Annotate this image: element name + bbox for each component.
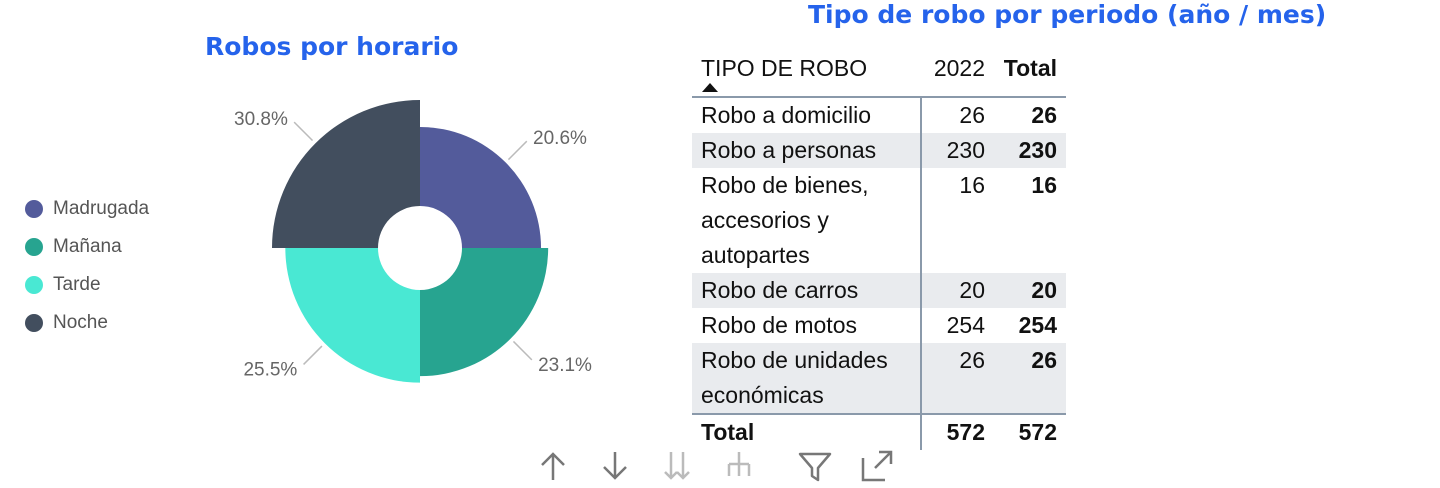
- double-arrow-down-icon[interactable]: [659, 448, 695, 488]
- legend-swatch: [25, 276, 43, 294]
- table-row[interactable]: Robo de unidades económicas 26 26: [692, 343, 1066, 414]
- legend-label: Noche: [53, 312, 108, 333]
- leader-line-manana: [512, 340, 533, 361]
- legend-item-tarde[interactable]: Tarde: [25, 266, 149, 304]
- filter-icon[interactable]: [797, 448, 833, 488]
- legend-label: Tarde: [53, 274, 101, 295]
- pie-label-manana: 23.1%: [538, 355, 592, 376]
- legend-swatch: [25, 314, 43, 332]
- cell-total: 16: [1031, 172, 1057, 198]
- table-total-row: Total 572 572: [692, 413, 1066, 450]
- expand-hierarchy-icon[interactable]: [721, 448, 757, 488]
- header-type[interactable]: TIPO DE ROBO: [692, 40, 921, 97]
- table-row[interactable]: Robo a domicilio 26 26: [692, 97, 1066, 133]
- total-total: 572: [994, 413, 1066, 450]
- cell-year: 26: [920, 343, 994, 414]
- cell-total: 254: [1018, 312, 1057, 338]
- legend-swatch: [25, 200, 43, 218]
- table-row[interactable]: Robo de carros 20 20: [692, 273, 1066, 308]
- pie-slice-manana[interactable]: [420, 248, 549, 377]
- cell-total: 20: [994, 273, 1066, 308]
- table-header-row: TIPO DE ROBO 2022 Total: [692, 40, 1066, 97]
- legend-item-madrugada[interactable]: Madrugada: [25, 190, 149, 228]
- legend-item-manana[interactable]: Mañana: [25, 228, 149, 266]
- total-year: 572: [920, 413, 994, 450]
- legend-item-noche[interactable]: Noche: [25, 304, 149, 342]
- robbery-type-table: TIPO DE ROBO 2022 Total Robo a domicilio…: [692, 40, 1092, 462]
- table-row[interactable]: Robo de motos 254 254: [692, 308, 1066, 343]
- leader-line-madrugada: [507, 140, 528, 161]
- cell-total: 26: [1031, 102, 1057, 128]
- cell-type: Robo a personas: [692, 133, 921, 168]
- pie-slice-noche[interactable]: [272, 100, 420, 248]
- header-total[interactable]: Total: [1003, 54, 1057, 81]
- table-title: Tipo de robo por periodo (año / mes): [808, 0, 1327, 29]
- table-row[interactable]: Robo de bienes, accesorios y autopartes …: [692, 168, 1066, 273]
- sort-ascending-icon: [702, 83, 718, 92]
- legend-label: Madrugada: [53, 198, 150, 219]
- cell-year: 20: [920, 273, 994, 308]
- cell-type: Robo de bienes, accesorios y autopartes: [701, 172, 869, 268]
- focus-mode-icon[interactable]: [859, 448, 895, 488]
- cell-type: Robo de unidades económicas: [692, 343, 921, 414]
- chart-title: Robos por horario: [205, 32, 459, 61]
- pie-slice-tarde[interactable]: [285, 248, 420, 383]
- table-row[interactable]: Robo a personas 230 230: [692, 133, 1066, 168]
- cell-total: 26: [994, 343, 1066, 414]
- cell-year: 16: [920, 168, 994, 273]
- cell-year: 254: [920, 308, 994, 343]
- cell-total: 230: [994, 133, 1066, 168]
- arrow-down-icon[interactable]: [597, 448, 633, 488]
- pie-slice-madrugada[interactable]: [420, 126, 542, 248]
- header-year[interactable]: 2022: [933, 54, 985, 81]
- pie-chart: 20.6% 23.1% 25.5% 30.8%: [234, 100, 592, 383]
- leader-line-noche: [293, 121, 314, 142]
- legend-swatch: [25, 238, 43, 256]
- cell-type: Robo de motos: [701, 312, 857, 338]
- legend-label: Mañana: [53, 236, 122, 257]
- arrow-up-icon[interactable]: [535, 448, 571, 488]
- cell-type: Robo de carros: [692, 273, 921, 308]
- chart-legend: Madrugada Mañana Tarde Noche: [25, 190, 149, 342]
- leader-line-tarde: [303, 345, 323, 365]
- cell-type: Robo a domicilio: [701, 102, 872, 128]
- pie-label-madrugada: 20.6%: [533, 128, 587, 149]
- pie-label-tarde: 25.5%: [243, 360, 297, 381]
- cell-year: 230: [920, 133, 994, 168]
- total-label: Total: [692, 413, 921, 450]
- pie-label-noche: 30.8%: [234, 109, 288, 130]
- cell-year: 26: [920, 97, 994, 133]
